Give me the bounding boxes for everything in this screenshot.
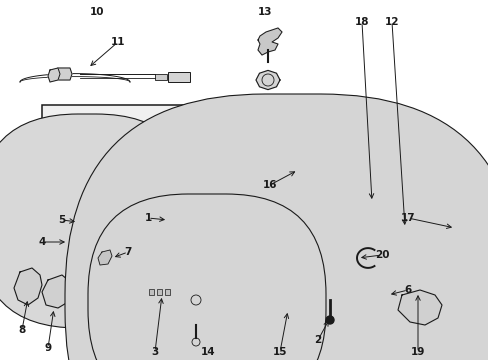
Text: 4: 4 (38, 237, 45, 247)
Polygon shape (90, 242, 118, 270)
Polygon shape (397, 290, 441, 325)
Circle shape (269, 307, 280, 317)
Circle shape (244, 310, 254, 320)
Polygon shape (58, 68, 72, 80)
Text: 2: 2 (314, 335, 321, 345)
Text: 18: 18 (354, 17, 368, 27)
Polygon shape (367, 222, 427, 275)
Circle shape (325, 316, 333, 324)
Text: 17: 17 (400, 213, 414, 223)
FancyBboxPatch shape (157, 289, 162, 295)
Text: 5: 5 (58, 215, 65, 225)
Polygon shape (374, 280, 407, 308)
Polygon shape (48, 68, 60, 82)
Polygon shape (168, 285, 419, 323)
Text: 12: 12 (384, 17, 398, 27)
Text: 7: 7 (124, 247, 131, 257)
Polygon shape (256, 71, 280, 90)
FancyBboxPatch shape (0, 114, 196, 328)
Text: 11: 11 (110, 37, 125, 47)
Text: 3: 3 (151, 347, 158, 357)
FancyBboxPatch shape (246, 105, 305, 177)
Polygon shape (98, 250, 112, 265)
Text: 14: 14 (200, 347, 215, 357)
Text: 1: 1 (144, 213, 151, 223)
FancyBboxPatch shape (42, 105, 203, 180)
Text: 10: 10 (90, 7, 104, 17)
FancyBboxPatch shape (88, 194, 325, 360)
Text: 13: 13 (257, 7, 272, 17)
FancyBboxPatch shape (369, 204, 374, 218)
FancyBboxPatch shape (155, 74, 167, 80)
FancyBboxPatch shape (376, 204, 381, 218)
Text: 15: 15 (272, 347, 286, 357)
FancyBboxPatch shape (145, 295, 173, 311)
Polygon shape (42, 275, 72, 308)
FancyBboxPatch shape (149, 289, 154, 295)
Circle shape (73, 239, 79, 245)
Polygon shape (14, 268, 42, 305)
Circle shape (289, 305, 299, 315)
FancyBboxPatch shape (362, 204, 367, 218)
Polygon shape (238, 309, 309, 322)
Text: 9: 9 (44, 343, 51, 353)
Text: 19: 19 (410, 347, 425, 357)
Polygon shape (175, 162, 441, 292)
Text: 8: 8 (19, 325, 25, 335)
Polygon shape (258, 28, 282, 55)
Polygon shape (168, 138, 449, 305)
FancyBboxPatch shape (168, 72, 190, 82)
FancyBboxPatch shape (65, 94, 488, 360)
FancyBboxPatch shape (357, 202, 387, 222)
Text: 20: 20 (374, 250, 388, 260)
FancyBboxPatch shape (164, 289, 170, 295)
Text: 16: 16 (262, 180, 277, 190)
FancyBboxPatch shape (172, 285, 244, 340)
Text: 6: 6 (404, 285, 411, 295)
